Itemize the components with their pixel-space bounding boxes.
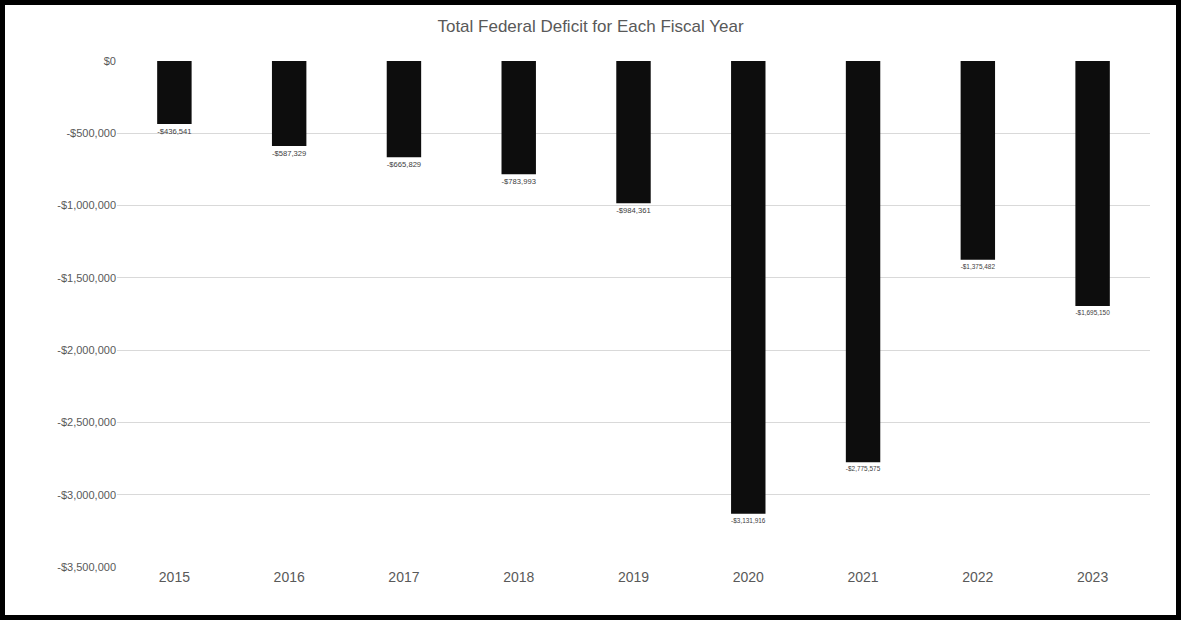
svg-text:-$2,500,000: -$2,500,000 xyxy=(57,416,116,428)
svg-text:-$3,131,916: -$3,131,916 xyxy=(731,517,766,524)
svg-text:-$500,000: -$500,000 xyxy=(66,127,116,139)
svg-text:-$2,000,000: -$2,000,000 xyxy=(57,344,116,356)
svg-text:-$3,500,000: -$3,500,000 xyxy=(57,561,116,573)
svg-text:2022: 2022 xyxy=(962,569,993,585)
svg-text:2018: 2018 xyxy=(503,569,534,585)
svg-text:2015: 2015 xyxy=(159,569,190,585)
svg-text:2019: 2019 xyxy=(618,569,649,585)
svg-text:$0: $0 xyxy=(104,55,116,67)
svg-text:2020: 2020 xyxy=(733,569,764,585)
svg-text:-$1,375,482: -$1,375,482 xyxy=(961,263,996,270)
svg-text:-$984,361: -$984,361 xyxy=(616,206,650,215)
svg-text:2016: 2016 xyxy=(274,569,305,585)
svg-text:-$665,829: -$665,829 xyxy=(387,160,421,169)
svg-text:Total Federal Deficit for Each: Total Federal Deficit for Each Fiscal Ye… xyxy=(437,17,743,36)
svg-text:2021: 2021 xyxy=(847,569,878,585)
svg-text:2017: 2017 xyxy=(388,569,419,585)
svg-text:-$2,775,575: -$2,775,575 xyxy=(846,465,881,472)
svg-text:-$1,000,000: -$1,000,000 xyxy=(57,199,116,211)
svg-text:-$783,993: -$783,993 xyxy=(502,177,536,186)
svg-text:-$3,000,000: -$3,000,000 xyxy=(57,489,116,501)
svg-text:-$587,329: -$587,329 xyxy=(272,149,306,158)
svg-text:-$436,541: -$436,541 xyxy=(157,127,191,136)
svg-text:2023: 2023 xyxy=(1077,569,1108,585)
svg-text:-$1,695,150: -$1,695,150 xyxy=(1075,309,1110,316)
svg-text:-$1,500,000: -$1,500,000 xyxy=(57,272,116,284)
